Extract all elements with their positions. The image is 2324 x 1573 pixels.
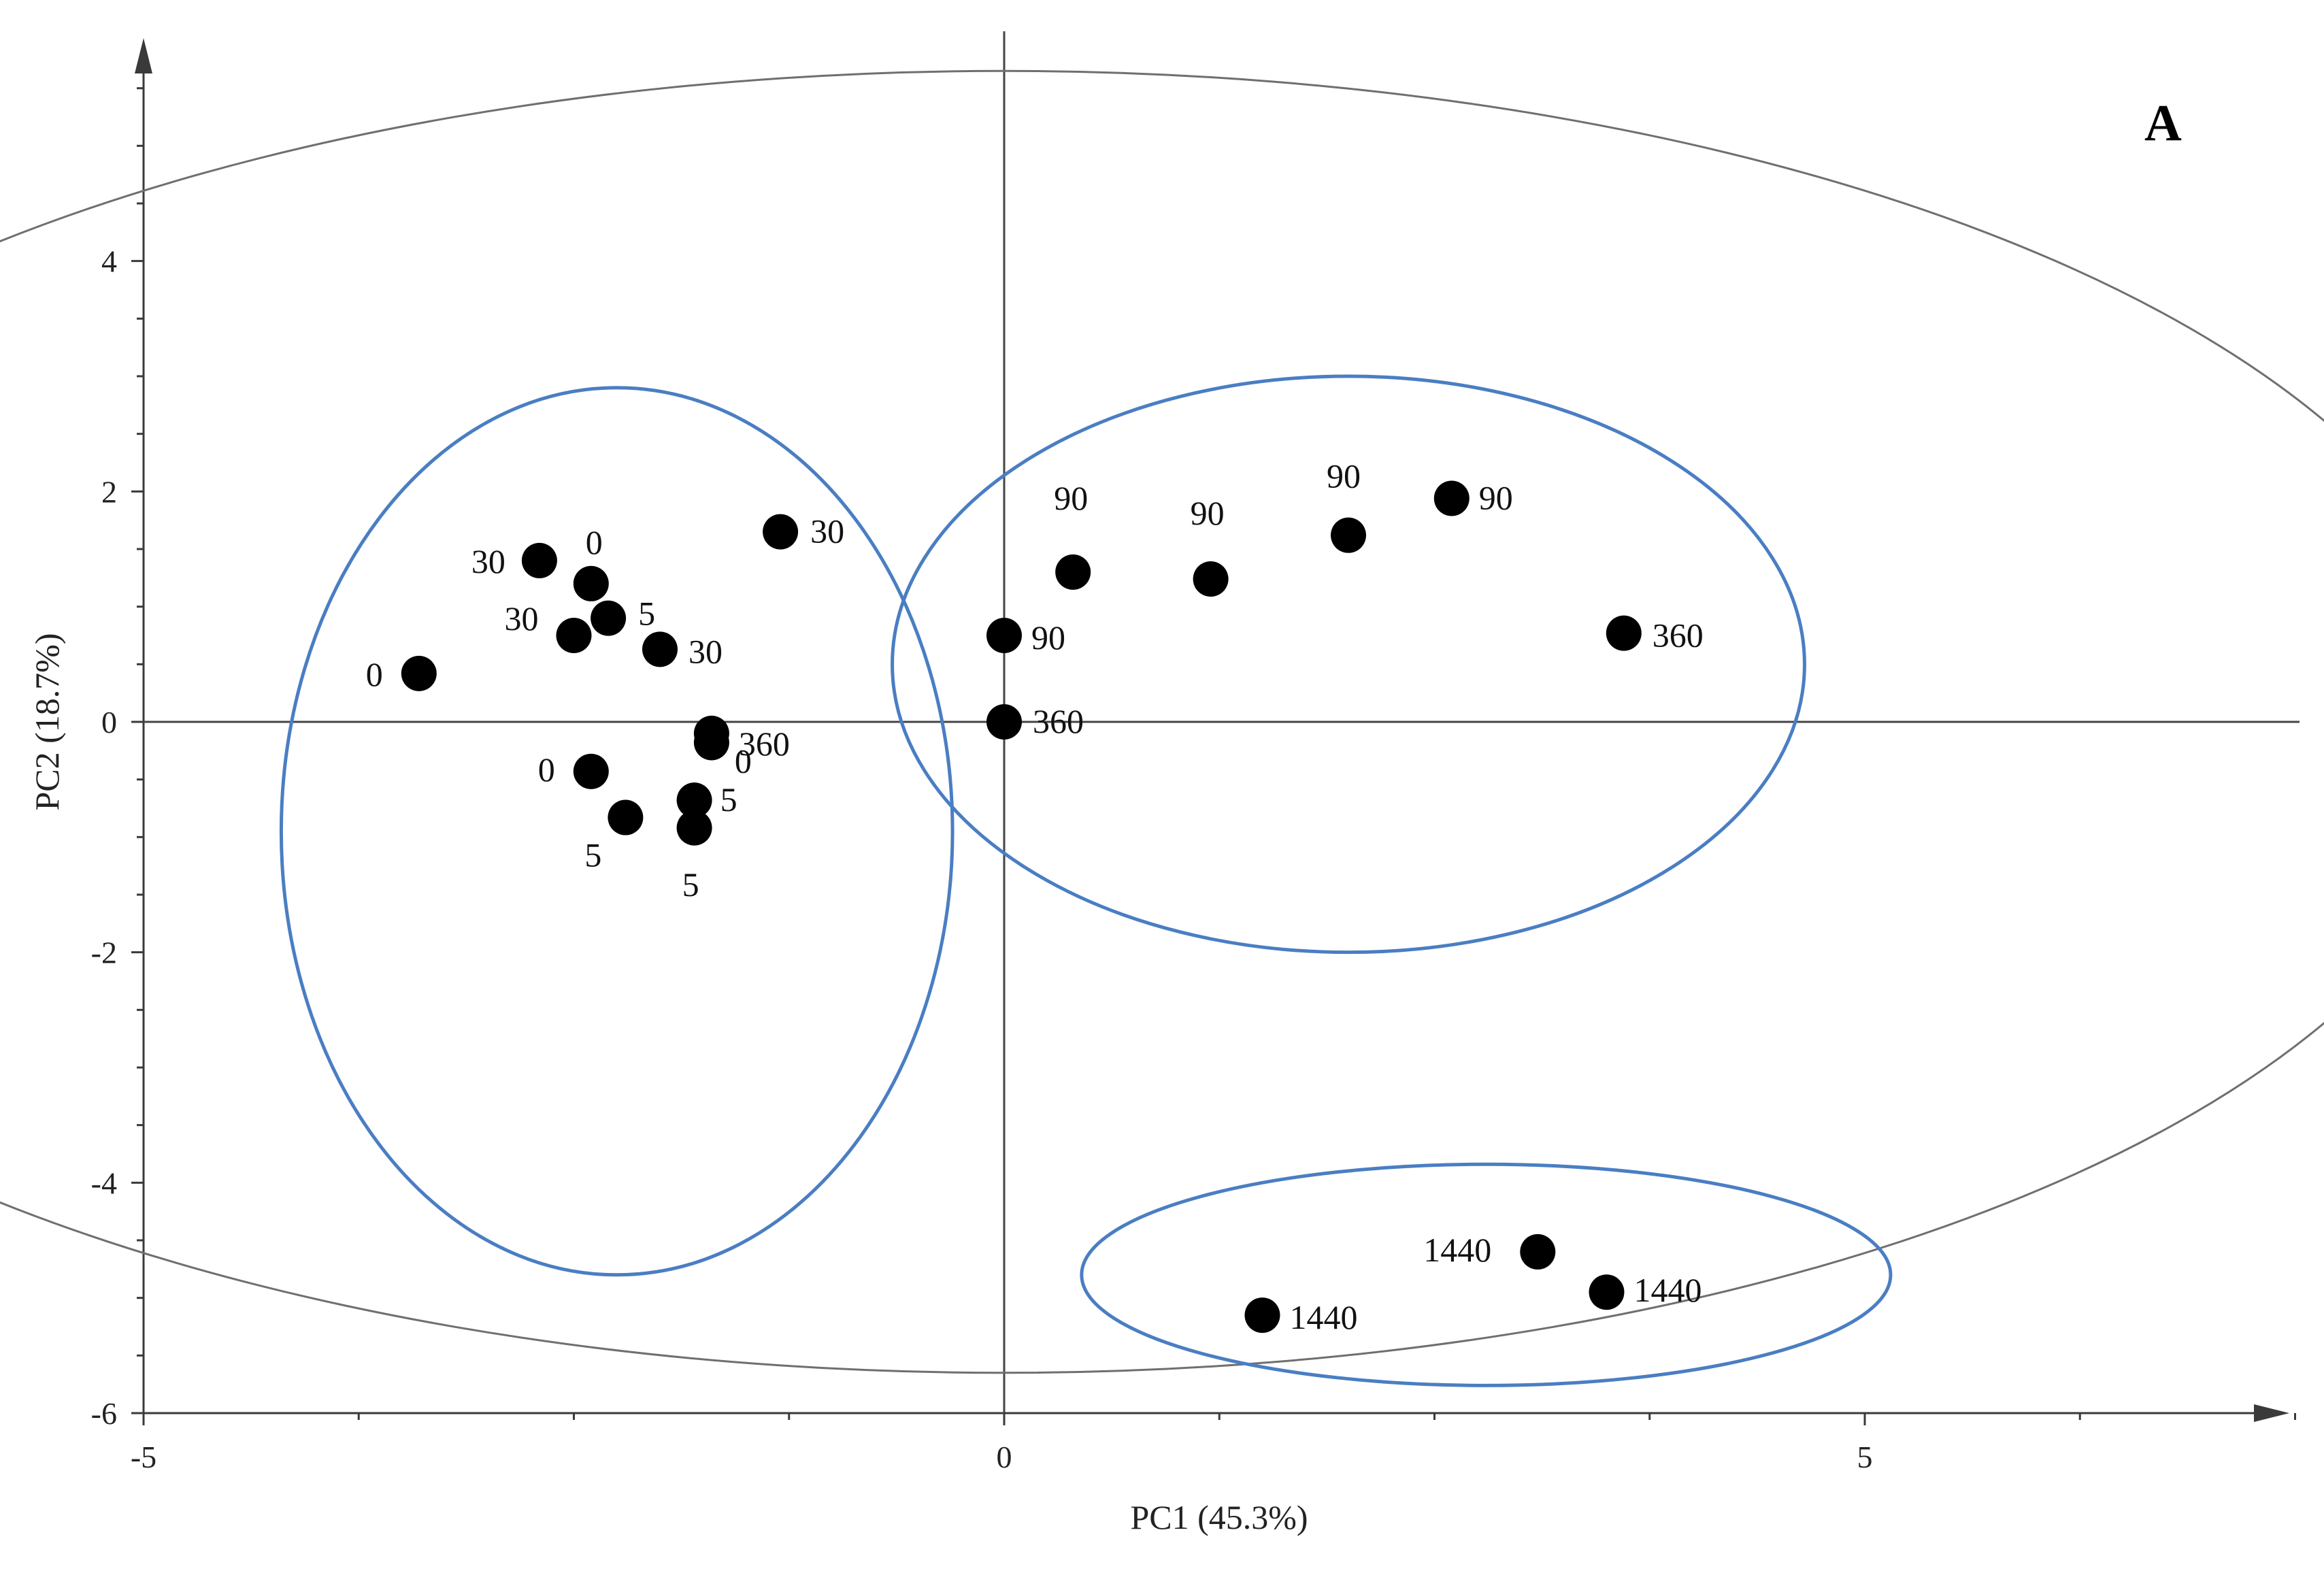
data-point — [1055, 554, 1091, 590]
y-tick-label: 2 — [101, 474, 117, 509]
point-label: 360 — [739, 725, 790, 763]
data-point — [642, 631, 678, 667]
x-axis-title: PC1 (45.3%) — [1130, 1498, 1308, 1536]
point-label: 0 — [366, 655, 383, 693]
data-point — [608, 799, 644, 835]
ellipses — [0, 70, 2324, 1387]
y-tick-label: 4 — [101, 244, 117, 279]
data-point — [763, 514, 799, 550]
point-label: 90 — [1191, 494, 1225, 532]
data-points — [401, 480, 1642, 1334]
point-label: 90 — [1031, 618, 1065, 657]
x-tick-label: 5 — [1857, 1440, 1873, 1474]
data-point — [1193, 561, 1229, 597]
data-point — [676, 810, 712, 846]
point-label: 0 — [538, 750, 555, 789]
point-label: 90 — [1327, 457, 1361, 495]
panel-label: A — [2144, 95, 2182, 152]
data-point — [1331, 517, 1366, 553]
cluster-ellipse-2 — [891, 374, 1806, 955]
point-label: 360 — [1653, 616, 1704, 655]
point-label: 5 — [638, 595, 655, 633]
point-label: 5 — [584, 836, 601, 874]
point-label: 5 — [682, 865, 699, 904]
y-tick-label: -2 — [91, 935, 117, 970]
x-tick-label: 0 — [997, 1440, 1012, 1474]
data-point — [676, 782, 712, 818]
y-tick-label: -4 — [91, 1165, 117, 1200]
y-tick-label: 0 — [101, 705, 117, 740]
data-point — [573, 565, 609, 601]
data-point — [1606, 615, 1642, 651]
data-point — [591, 600, 627, 636]
point-label: 1440 — [1634, 1271, 1702, 1309]
data-point — [401, 655, 437, 691]
y-axis-arrow — [135, 38, 152, 73]
data-point — [573, 753, 609, 789]
cluster-ellipse-1 — [279, 386, 954, 1277]
point-label: 90 — [1479, 478, 1513, 516]
data-point — [1589, 1274, 1625, 1310]
point-label: 30 — [505, 599, 539, 638]
point-label: 1440 — [1290, 1298, 1358, 1336]
confidence-ellipse — [0, 70, 2324, 1374]
y-axis-title: PC2 (18.7%) — [28, 633, 66, 810]
y-tick-label: -6 — [91, 1396, 117, 1431]
point-label: 0 — [735, 742, 752, 780]
x-axis-arrow — [2254, 1404, 2289, 1422]
x-tick-label: -5 — [131, 1440, 156, 1474]
point-label: 360 — [1033, 702, 1084, 740]
point-label: 1440 — [1423, 1231, 1491, 1269]
data-point — [1244, 1297, 1280, 1334]
data-point — [693, 725, 729, 761]
point-label: 5 — [720, 780, 737, 818]
cluster-ellipse-3 — [1080, 1162, 1893, 1387]
point-label: 30 — [810, 512, 844, 550]
data-point — [521, 542, 557, 578]
data-point — [1520, 1233, 1556, 1270]
point-label: 90 — [1054, 479, 1088, 517]
data-point — [556, 618, 592, 653]
point-label: 30 — [688, 632, 723, 670]
data-point — [986, 704, 1022, 740]
point-label: 0 — [586, 523, 603, 561]
data-point — [986, 618, 1022, 653]
point-label: 30 — [471, 542, 505, 580]
data-point — [1433, 480, 1470, 516]
